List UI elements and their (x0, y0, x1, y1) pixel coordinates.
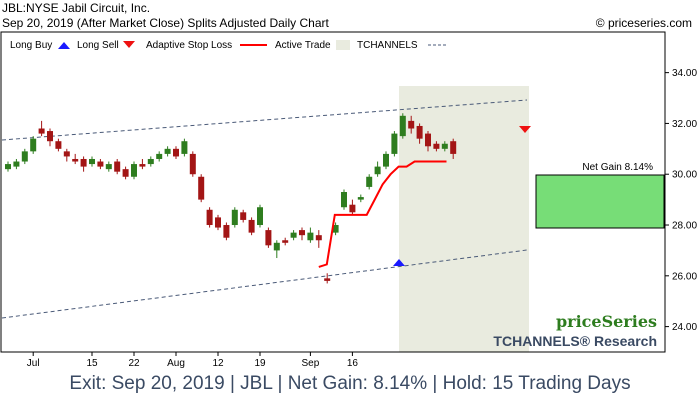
candle-body (265, 230, 272, 246)
legend-active-trade-label: Active Trade (275, 40, 331, 51)
x-tick-label: 16 (347, 358, 359, 369)
candle-body (13, 161, 20, 167)
candle-body (299, 230, 305, 236)
candle-body (257, 207, 263, 226)
candle-body (341, 192, 347, 208)
y-tick-label: 34.00 (672, 68, 697, 79)
candle-body (72, 158, 79, 162)
candle-body (30, 138, 37, 152)
y-tick-label: 24.00 (672, 322, 697, 333)
candle-body (231, 209, 238, 226)
legend-stop-loss-label: Adaptive Stop Loss (146, 40, 232, 51)
copyright-text: © priceseries.com (595, 16, 692, 30)
x-tick-label: 15 (86, 358, 98, 369)
footer-summary: Exit: Sep 20, 2019 | JBL | Net Gain: 8.1… (69, 373, 631, 394)
candle-body (198, 176, 205, 200)
x-tick-label: Sep (302, 358, 320, 369)
tchannels-research-label: TCHANNELS® Research (493, 333, 657, 349)
legend: Long Buy Long Sell Adaptive Stop Loss Ac… (10, 40, 448, 51)
candle-body (189, 153, 196, 175)
candle-body (5, 164, 11, 170)
candle-body (399, 115, 406, 137)
x-tick-label: Jul (27, 358, 40, 369)
legend-sell-arrow-icon (123, 41, 135, 48)
x-tick-label: 12 (212, 358, 224, 369)
candle-body (122, 169, 129, 177)
candle-body (282, 240, 289, 243)
candle-body (433, 143, 440, 149)
candle-body (139, 164, 146, 167)
candle-body (273, 242, 280, 251)
candle-body (374, 166, 381, 175)
candle-body (416, 125, 423, 139)
candle-body (315, 235, 322, 241)
y-tick-label: 28.00 (672, 221, 697, 232)
y-tick-label: 32.00 (672, 119, 697, 130)
x-tick-label: 22 (128, 358, 140, 369)
candle-body (240, 212, 247, 220)
candle-body (425, 133, 431, 147)
candle-body (324, 278, 331, 281)
legend-buy-arrow-icon (58, 42, 70, 49)
candle-body (80, 158, 87, 167)
candle-body (131, 164, 137, 177)
active-trade-region (399, 86, 529, 352)
candle-body (223, 225, 230, 238)
y-tick-label: 30.00 (672, 170, 697, 181)
candle-body (181, 141, 188, 154)
y-axis: 24.00 26.00 28.00 30.00 32.00 34.00 (665, 68, 697, 333)
candle-body (383, 153, 389, 167)
legend-long-sell-label: Long Sell (77, 40, 119, 51)
legend-active-trade-swatch (336, 40, 350, 50)
candle-body (332, 225, 339, 233)
candle-body (290, 232, 297, 238)
y-tick-label: 26.00 (672, 271, 697, 282)
net-gain-box (535, 174, 665, 229)
long-buy-arrow (393, 259, 405, 266)
candle-body (173, 148, 179, 157)
candle-body (441, 143, 448, 149)
lower-channel-line (1, 249, 528, 319)
candle-body (89, 158, 95, 165)
candle-body (21, 151, 28, 162)
candle-body (114, 161, 121, 172)
candle-body (156, 153, 163, 159)
x-axis: Jul 15 22 Aug 12 19 Sep 16 (27, 352, 359, 369)
legend-tchannels-label: TCHANNELS (357, 40, 418, 51)
chart-subtitle: Sep 20, 2019 (After Market Close) Splits… (2, 16, 329, 30)
legend-long-buy-label: Long Buy (10, 40, 52, 51)
priceseries-logo: priceSeries (556, 312, 657, 331)
candle-body (349, 204, 356, 213)
candle-body (47, 131, 53, 142)
candle-body (147, 158, 154, 165)
candle-body (97, 161, 104, 167)
candle-body (55, 141, 62, 149)
long-sell-arrow (519, 126, 531, 133)
net-gain-label: Net Gain 8.14% (582, 162, 653, 173)
candle-body (391, 133, 398, 154)
upper-channel-line (1, 99, 528, 141)
chart-title: JBL:NYSE Jabil Circuit, Inc. (2, 1, 151, 15)
candles-group (5, 113, 457, 284)
candle-body (450, 141, 457, 154)
candle-body (38, 128, 45, 134)
candle-body (357, 197, 364, 200)
candle-body (164, 148, 171, 154)
candle-body (206, 209, 213, 226)
candle-body (408, 120, 415, 129)
candle-body (63, 151, 70, 157)
candle-body (248, 219, 255, 233)
candle-body (215, 217, 221, 228)
x-tick-label: Aug (167, 358, 185, 369)
candle-body (105, 164, 112, 170)
x-tick-label: 19 (254, 358, 266, 369)
candle-body (307, 232, 314, 241)
adaptive-stop-loss-line (318, 160, 447, 268)
candle-body (366, 176, 373, 187)
